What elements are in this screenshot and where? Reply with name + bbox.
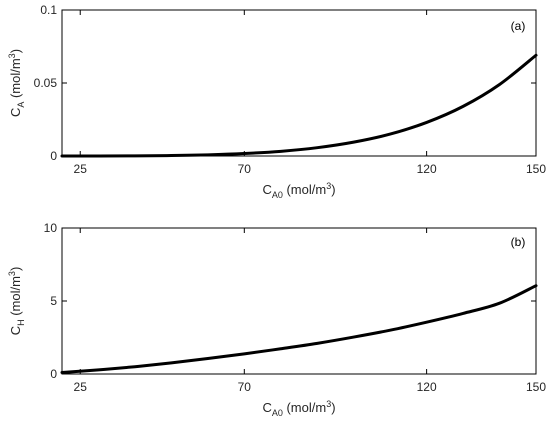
panel-a-label: (a)	[511, 19, 526, 33]
panel-a-x-tick-label: 25	[74, 162, 88, 176]
panel-b-x-tick-label: 70	[238, 380, 252, 394]
panel-a-y-axis-label: CA (mol/m3)	[7, 49, 26, 117]
panel-b-x-tick-label: 150	[526, 380, 546, 394]
panel-b-y-tick-label: 5	[50, 294, 57, 308]
panel-a-line-series	[60, 53, 538, 158]
panel-a-x-tick-label: 70	[238, 162, 252, 176]
panel-a-x-tick-label: 120	[417, 162, 437, 176]
panel-b: 25 70 120 150 0 5 10 (b) CA0 (mol/m3) CH (mol/…	[7, 221, 546, 418]
panel-b-axes-frame	[61, 227, 537, 375]
panel-b-y-tick-label: 10	[44, 221, 58, 235]
panel-a-y-tick-label: 0.1	[40, 3, 57, 17]
panel-b-x-tick-label: 25	[74, 380, 88, 394]
panel-b-y-tick-label: 0	[50, 367, 57, 381]
panel-a-x-tick-label: 150	[526, 162, 546, 176]
panel-a: 25 70 120 150 0 0.05 0.1 (a) CA0 (mol/m3) CA (…	[7, 3, 546, 200]
panel-a-axes-frame	[61, 9, 537, 157]
panel-b-y-axis-label: CH (mol/m3)	[7, 267, 26, 336]
panel-a-y-tick-label: 0.05	[34, 76, 58, 90]
panel-b-x-tick-label: 120	[417, 380, 437, 394]
panel-a-ticks: 25 70 120 150 0 0.05 0.1	[34, 3, 547, 176]
panel-a-y-tick-label: 0	[50, 149, 57, 163]
panel-b-label: (b)	[511, 235, 526, 249]
panel-b-line-series	[60, 284, 538, 375]
panel-b-x-axis-label: CA0 (mol/m3)	[262, 399, 335, 418]
panel-a-x-axis-label: CA0 (mol/m3)	[262, 181, 335, 200]
panel-b-ticks: 25 70 120 150 0 5 10	[44, 221, 547, 394]
